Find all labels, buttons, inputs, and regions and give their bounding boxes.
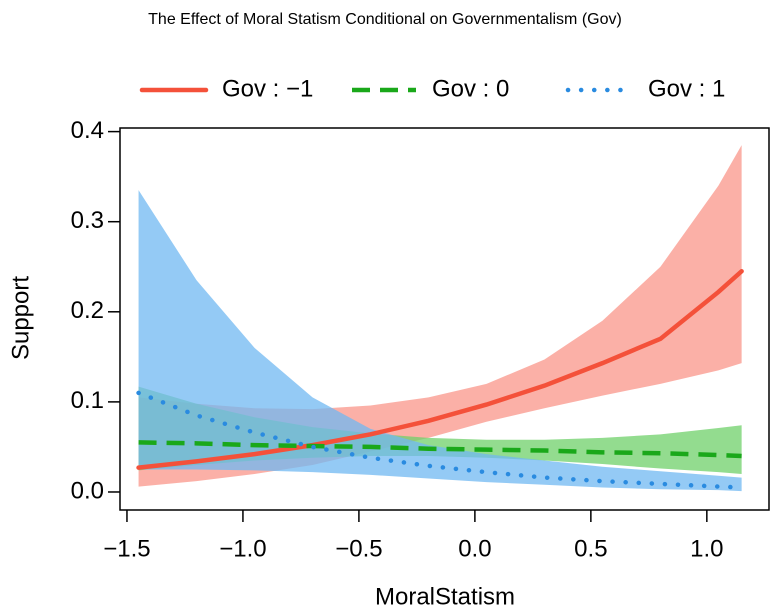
x-tick-label: −1.0 [219, 535, 266, 562]
x-tick-label: 1.0 [690, 535, 723, 562]
legend-label: Gov : −1 [222, 75, 313, 102]
x-tick-label: 0.0 [458, 535, 491, 562]
legend-label: Gov : 0 [432, 75, 509, 102]
y-axis-label: Support [7, 276, 34, 360]
series-line [136, 390, 744, 490]
plot-frame [119, 127, 770, 511]
x-tick-label: 0.5 [574, 535, 607, 562]
x-tick-label: −1.5 [103, 535, 150, 562]
chart-title: The Effect of Moral Statism Conditional … [148, 11, 622, 28]
y-tick-label: 0.0 [71, 477, 104, 504]
y-tick-label: 0.4 [71, 117, 104, 144]
y-tick-label: 0.1 [71, 387, 104, 414]
y-tick-label: 0.2 [71, 297, 104, 324]
legend-label: Gov : 1 [648, 75, 725, 102]
series-line [136, 269, 744, 470]
series-line [138, 440, 742, 459]
x-tick-label: −0.5 [335, 535, 382, 562]
y-tick-label: 0.3 [71, 207, 104, 234]
x-axis-label: MoralStatism [375, 583, 515, 610]
confidence-band [138, 190, 742, 492]
